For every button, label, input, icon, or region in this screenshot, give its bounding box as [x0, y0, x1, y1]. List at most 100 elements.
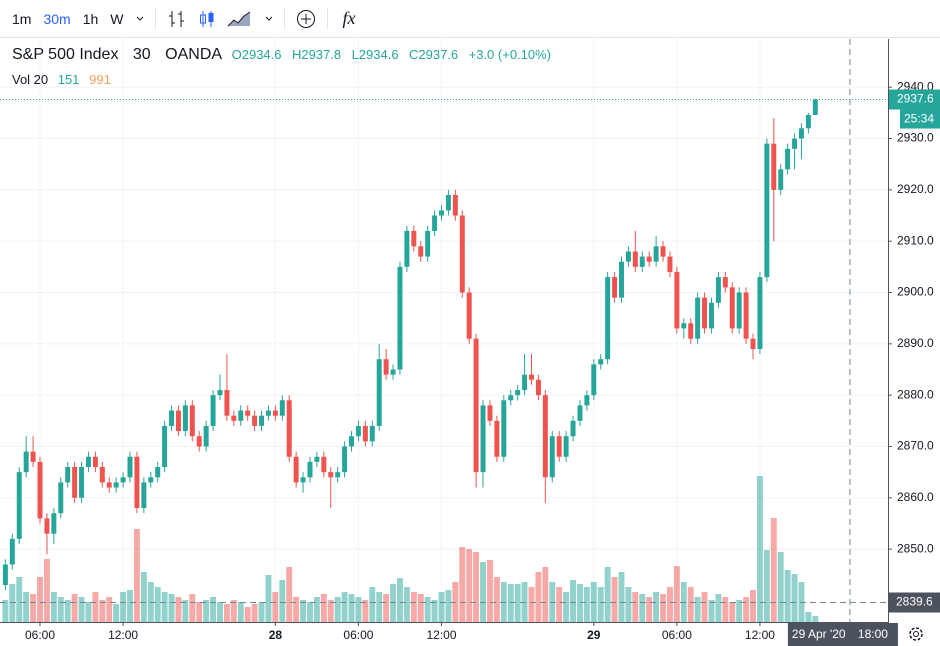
volume-bar [307, 602, 313, 622]
candle-body [113, 482, 119, 488]
volume-bar [217, 602, 223, 622]
candle-body [58, 482, 64, 514]
volume-bar [653, 592, 660, 622]
volume-bar [23, 592, 30, 622]
crosshair-y-box [889, 592, 940, 613]
chevron[interactable] [135, 14, 145, 24]
volume-bar [417, 594, 424, 622]
candle-body [556, 436, 562, 457]
volume-bar [127, 590, 133, 622]
candle-body [605, 277, 611, 360]
candle-body [452, 194, 458, 216]
candle-body [307, 461, 313, 478]
volume-bar [140, 572, 147, 622]
gear-hole [913, 631, 919, 637]
candle-body [9, 538, 15, 565]
volume-bar [397, 578, 403, 622]
volume-bar [348, 594, 355, 622]
crosshair-time: 18:00 [858, 627, 888, 641]
candle-body [44, 518, 50, 534]
compare-icon[interactable] [295, 8, 317, 30]
candle-body [293, 456, 299, 483]
candle-body [646, 256, 652, 262]
y-tick-label: 2860.0 [897, 490, 934, 504]
volume-bar [230, 600, 237, 622]
volume-bar [362, 600, 369, 622]
volume-bar [660, 594, 666, 622]
candle-body [272, 410, 278, 416]
volume-bar [43, 559, 50, 622]
candle-body [674, 271, 680, 329]
chevron[interactable] [264, 14, 274, 24]
volume-bar [341, 592, 348, 622]
volume-bar [182, 600, 189, 622]
volume-bar [770, 518, 777, 622]
interval-button[interactable]: 30m [43, 10, 71, 27]
ohlc-high: H2937.8 [291, 47, 342, 62]
y-tick-label: 2900.0 [897, 285, 934, 299]
ohlc-low: L2934.6 [351, 47, 399, 62]
volume-bar [279, 580, 286, 622]
volume-bar [168, 594, 175, 622]
candle-body [750, 338, 756, 349]
candle-body [598, 359, 604, 365]
last-price-box [889, 89, 940, 110]
volume-bar [258, 602, 265, 622]
interval-button[interactable]: W [110, 10, 124, 27]
candle-body [653, 246, 659, 262]
separator [155, 7, 157, 30]
plot [0, 39, 888, 622]
volume-bar [507, 584, 514, 622]
interval-button[interactable]: 1m [12, 10, 32, 27]
volume-bar [466, 549, 473, 622]
candle-body [577, 405, 583, 421]
x-tick-label: 29 [587, 628, 601, 642]
candle-body [175, 410, 181, 432]
candle-body [300, 477, 306, 483]
interval-button[interactable]: 1h [82, 10, 99, 27]
volume-bar [618, 572, 625, 622]
candle-body [459, 215, 465, 293]
y-tick-label: 2890.0 [897, 336, 934, 350]
volume-bar [50, 592, 57, 622]
candle-body [182, 405, 188, 432]
candle-body [376, 359, 382, 426]
candle-body [210, 395, 216, 426]
candle-body [535, 379, 541, 396]
volume-bar [722, 597, 729, 622]
candle-body [369, 425, 375, 442]
candle-body [335, 472, 341, 478]
candle-body [722, 277, 728, 288]
volume-bar [570, 580, 576, 622]
y-tick-label: 2880.0 [897, 387, 934, 401]
volume-bar [473, 552, 480, 622]
volume-bar [30, 594, 37, 622]
candle-body [515, 390, 521, 396]
volume-bar [196, 602, 203, 622]
volume-bar [203, 600, 210, 622]
candle-body [487, 405, 493, 421]
volume-bar [223, 604, 230, 622]
ohlc-close: C2937.6 [409, 47, 459, 62]
volume-bar [777, 552, 784, 622]
candles-icon[interactable] [196, 8, 218, 30]
indicators-button[interactable]: fx [342, 8, 356, 28]
candle-body [612, 277, 618, 298]
settings-icon[interactable] [909, 627, 923, 641]
crosshair-x-box [787, 623, 898, 646]
candle-body [729, 287, 735, 329]
volume-bar [583, 587, 590, 622]
candle-body [85, 456, 91, 468]
bars-icon[interactable] [166, 8, 188, 30]
volume-bar [715, 594, 722, 622]
area-icon[interactable] [226, 8, 252, 30]
volume-bar [729, 602, 736, 622]
candle-body [432, 215, 438, 231]
volume-bar [99, 600, 106, 622]
candle-body [473, 338, 479, 473]
y-tick-label: 2920.0 [897, 182, 934, 196]
candle-body [785, 148, 791, 170]
candle-body [286, 400, 292, 457]
candle-body [16, 472, 22, 539]
